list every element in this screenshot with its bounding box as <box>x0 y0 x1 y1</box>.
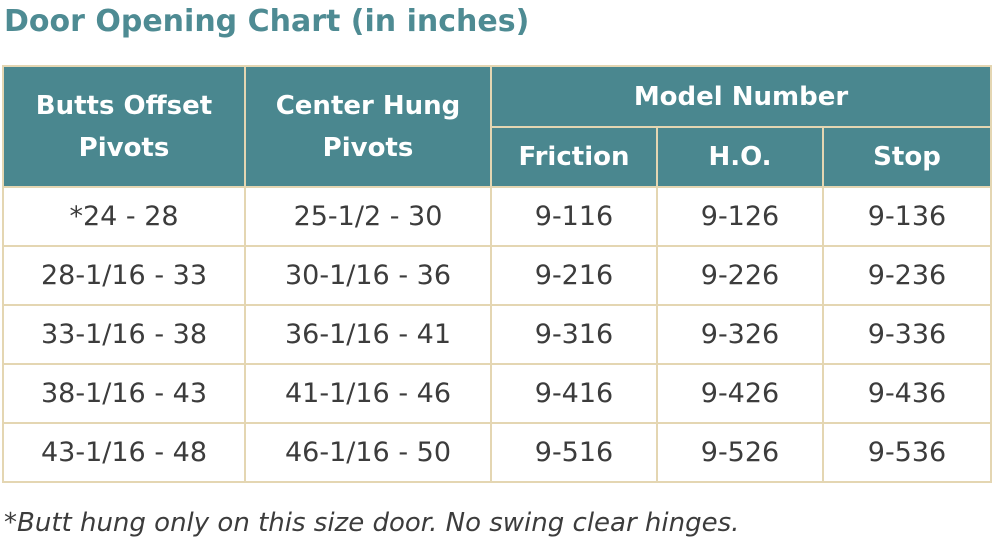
cell-ho: 9-126 <box>656 186 824 247</box>
header-center-hung-pivots: Center Hung Pivots <box>244 65 492 188</box>
header-row-bottom: Friction H.O. Stop <box>3 126 992 188</box>
cell-stop: 9-536 <box>822 422 992 483</box>
cell-friction: 9-516 <box>490 422 658 483</box>
header-model-number: Model Number <box>490 65 992 128</box>
cell-butts-offset: 28-1/16 - 33 <box>2 245 246 306</box>
cell-friction: 9-216 <box>490 245 658 306</box>
cell-stop: 9-436 <box>822 363 992 424</box>
cell-ho: 9-226 <box>656 245 824 306</box>
cell-ho: 9-426 <box>656 363 824 424</box>
cell-friction: 9-116 <box>490 186 658 247</box>
cell-stop: 9-136 <box>822 186 992 247</box>
header-ho: H.O. <box>656 126 824 188</box>
cell-ho: 9-526 <box>656 422 824 483</box>
header-friction: Friction <box>490 126 658 188</box>
table-row: 38-1/16 - 43 41-1/16 - 46 9-416 9-426 9-… <box>2 363 992 424</box>
header-stop: Stop <box>822 126 992 188</box>
cell-butts-offset: 33-1/16 - 38 <box>2 304 246 365</box>
table-row: *24 - 28 25-1/2 - 30 9-116 9-126 9-136 <box>2 186 992 247</box>
cell-center-hung: 36-1/16 - 41 <box>244 304 492 365</box>
door-opening-table: Butts Offset Pivots Center Hung Pivots M… <box>2 65 992 483</box>
table-row: 28-1/16 - 33 30-1/16 - 36 9-216 9-226 9-… <box>2 245 992 306</box>
cell-center-hung: 46-1/16 - 50 <box>244 422 492 483</box>
table-row: 43-1/16 - 48 46-1/16 - 50 9-516 9-526 9-… <box>2 422 992 483</box>
cell-friction: 9-416 <box>490 363 658 424</box>
cell-butts-offset: 38-1/16 - 43 <box>2 363 246 424</box>
header-butts-offset-line1: Butts Offset <box>35 90 213 121</box>
header-butts-offset-pivots: Butts Offset Pivots <box>2 65 246 188</box>
header-center-hung-line1: Center Hung <box>275 90 461 121</box>
cell-butts-offset: 43-1/16 - 48 <box>2 422 246 483</box>
table-row: 33-1/16 - 38 36-1/16 - 41 9-316 9-326 9-… <box>2 304 992 365</box>
cell-stop: 9-336 <box>822 304 992 365</box>
header-center-hung-line2: Pivots <box>322 132 414 163</box>
cell-center-hung: 41-1/16 - 46 <box>244 363 492 424</box>
cell-center-hung: 30-1/16 - 36 <box>244 245 492 306</box>
header-butts-offset-line2: Pivots <box>78 132 170 163</box>
footnote: *Butt hung only on this size door. No sw… <box>4 508 740 538</box>
cell-ho: 9-326 <box>656 304 824 365</box>
cell-center-hung: 25-1/2 - 30 <box>244 186 492 247</box>
header-row-top: Butts Offset Pivots Center Hung Pivots M… <box>2 65 992 188</box>
page-title: Door Opening Chart (in inches) <box>4 4 530 39</box>
cell-friction: 9-316 <box>490 304 658 365</box>
cell-stop: 9-236 <box>822 245 992 306</box>
cell-butts-offset: *24 - 28 <box>2 186 246 247</box>
